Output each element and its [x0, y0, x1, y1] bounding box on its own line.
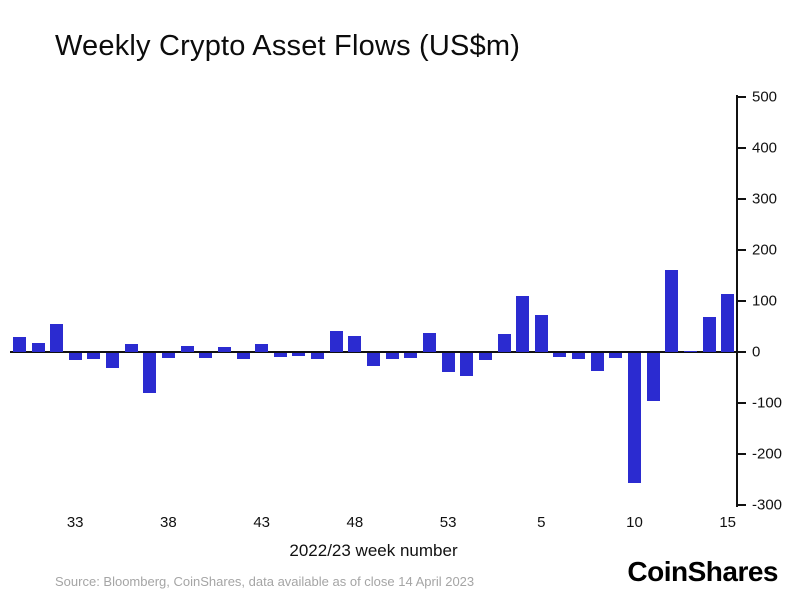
x-tick-label: 15	[719, 514, 737, 531]
bar-week-43	[255, 344, 269, 352]
bar-week-36	[124, 344, 138, 352]
y-tick-label: -300	[752, 496, 783, 514]
bar-week-51	[404, 352, 418, 358]
bar-week-11	[646, 352, 660, 402]
bar-week-2	[478, 352, 492, 361]
bar-week-38	[161, 352, 175, 358]
bar-week-30	[12, 336, 26, 352]
bar-week-53	[441, 352, 455, 373]
y-tick-label: 500	[752, 88, 778, 106]
y-tick-label: 100	[752, 292, 778, 310]
x-tick-label: 48	[346, 514, 364, 531]
chart: 500 400 300 200 100 0 -100 -200 -300 33 38 43 48 53 5…	[10, 89, 790, 531]
y-tick	[737, 300, 746, 302]
y-tick	[737, 504, 746, 506]
y-tick	[737, 453, 746, 455]
bar-week-34	[87, 352, 101, 359]
y-tick-label: -100	[752, 394, 783, 412]
y-tick-label: -200	[752, 445, 783, 463]
chart-title: Weekly Crypto Asset Flows (US$m)	[55, 30, 521, 62]
bar-week-7	[572, 352, 586, 359]
bar-week-14	[702, 317, 716, 352]
x-axis-title: 2022/23 week number	[289, 541, 458, 560]
bar-week-35	[106, 352, 119, 369]
source-note: Source: Bloomberg, CoinShares, data avai…	[55, 574, 475, 589]
bar-week-5	[534, 315, 548, 352]
bar-week-6	[553, 352, 567, 357]
y-tick	[737, 351, 746, 353]
bar-week-41	[217, 346, 231, 352]
bar-week-40	[199, 352, 213, 358]
x-tick-label: 5	[537, 514, 546, 531]
bar-week-4	[516, 295, 530, 352]
plot-area	[10, 97, 737, 505]
bar-week-39	[180, 345, 194, 352]
coinshares-logo: CoinShares	[627, 556, 778, 587]
bar-week-48	[348, 335, 362, 352]
y-tick-label: 200	[752, 241, 778, 259]
bar-week-33	[68, 352, 82, 361]
x-tick-label: 53	[439, 514, 457, 531]
zero-axis-line	[10, 351, 737, 353]
bar-week-1	[460, 352, 474, 376]
x-axis: 33 38 43 48 53 5 10 15	[10, 97, 737, 537]
bar-week-52	[422, 332, 436, 352]
bar-week-49	[367, 352, 380, 366]
bar-week-8	[590, 352, 604, 371]
bar-week-15	[721, 293, 735, 352]
y-tick	[737, 249, 746, 251]
x-tick-label: 33	[66, 514, 84, 531]
bar-week-12	[665, 270, 679, 352]
bar-week-50	[385, 352, 399, 359]
bar-week-10	[628, 352, 641, 483]
bar-week-32	[50, 323, 64, 352]
x-tick-label: 10	[626, 514, 643, 531]
bar-week-45	[292, 352, 306, 356]
bar-week-37	[143, 352, 157, 393]
bar-week-3	[497, 334, 511, 353]
x-tick-label: 43	[253, 514, 271, 531]
y-tick-label: 400	[752, 139, 778, 157]
x-tick-label: 38	[160, 514, 177, 531]
bar-week-42	[236, 352, 250, 359]
bar-week-47	[329, 330, 343, 352]
y-tick	[737, 96, 746, 98]
bar-week-46	[311, 352, 325, 359]
y-tick	[737, 402, 746, 404]
y-tick-label: 0	[752, 343, 761, 361]
y-tick-label: 300	[752, 190, 778, 208]
bar-week-44	[273, 352, 287, 357]
bar-week-13	[683, 351, 697, 352]
y-tick	[737, 198, 746, 200]
bar-week-9	[609, 352, 623, 358]
bar-week-31	[31, 342, 45, 352]
y-tick	[737, 147, 746, 149]
